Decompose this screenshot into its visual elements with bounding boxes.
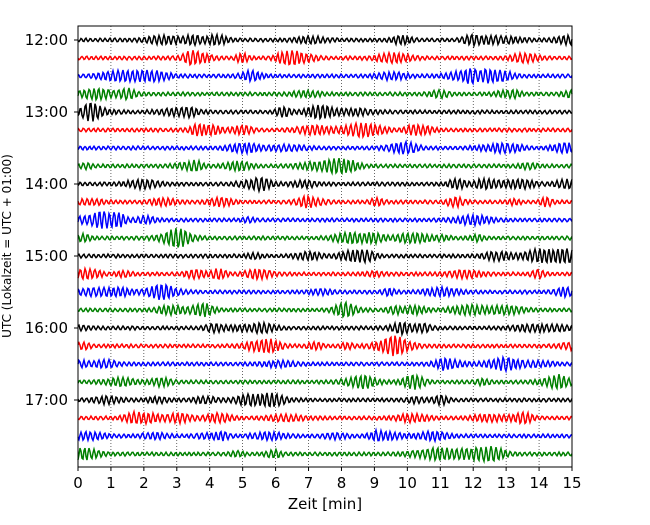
x-tick-label: 0 (73, 474, 83, 492)
traces (77, 31, 573, 465)
y-axis-title: UTC (Lokalzeit = UTC + 01:00) (0, 154, 14, 338)
y-tick-label: 13:00 (25, 103, 68, 121)
plot-frame (77, 25, 573, 468)
y-axis: 12:00 13:00 14:00 15:00 16:00 17:00 (25, 31, 78, 409)
trace-line (77, 246, 573, 266)
trace-line (77, 335, 573, 357)
y-tick-label: 16:00 (25, 319, 68, 337)
trace-line (77, 175, 573, 195)
x-tick-label: 12 (464, 474, 483, 492)
x-tick-label: 9 (370, 474, 380, 492)
trace-line (77, 31, 573, 49)
x-tick-label: 4 (205, 474, 215, 492)
trace-line (77, 354, 573, 374)
x-tick-label: 14 (530, 474, 549, 492)
trace-line (77, 193, 573, 210)
trace-line (77, 228, 573, 248)
y-tick-label: 14:00 (25, 175, 68, 193)
trace-line (77, 282, 573, 301)
trace-line (77, 408, 573, 427)
trace-line (77, 427, 573, 444)
trace-line (77, 445, 573, 465)
trace-line (77, 372, 573, 391)
x-tick-label: 5 (238, 474, 248, 492)
trace-line (77, 102, 573, 122)
trace-line (77, 210, 573, 230)
trace-line (77, 157, 573, 176)
x-tick-label: 10 (398, 474, 417, 492)
x-axis-title: Zeit [min] (288, 495, 362, 513)
y-tick-label: 15:00 (25, 247, 68, 265)
trace-line (77, 120, 573, 140)
trace-line (77, 320, 573, 338)
plot-area (78, 26, 572, 467)
x-tick-label: 2 (139, 474, 149, 492)
x-axis: 0 1 2 3 4 5 6 7 8 9 10 11 12 13 14 15 (73, 467, 582, 492)
x-tick-label: 11 (431, 474, 450, 492)
x-tick-label: 1 (106, 474, 116, 492)
trace-line (77, 139, 573, 157)
x-tick-label: 7 (304, 474, 314, 492)
x-tick-label: 15 (562, 474, 581, 492)
trace-line (77, 299, 573, 319)
trace-line (77, 86, 573, 103)
trace-line (77, 265, 573, 282)
x-tick-label: 13 (497, 474, 516, 492)
trace-line (77, 49, 573, 67)
x-tick-label: 6 (271, 474, 281, 492)
trace-line (77, 67, 573, 86)
x-tick-label: 3 (172, 474, 182, 492)
y-tick-label: 12:00 (25, 31, 68, 49)
x-tick-label: 8 (337, 474, 347, 492)
y-tick-label: 17:00 (25, 391, 68, 409)
trace-line (77, 391, 573, 409)
